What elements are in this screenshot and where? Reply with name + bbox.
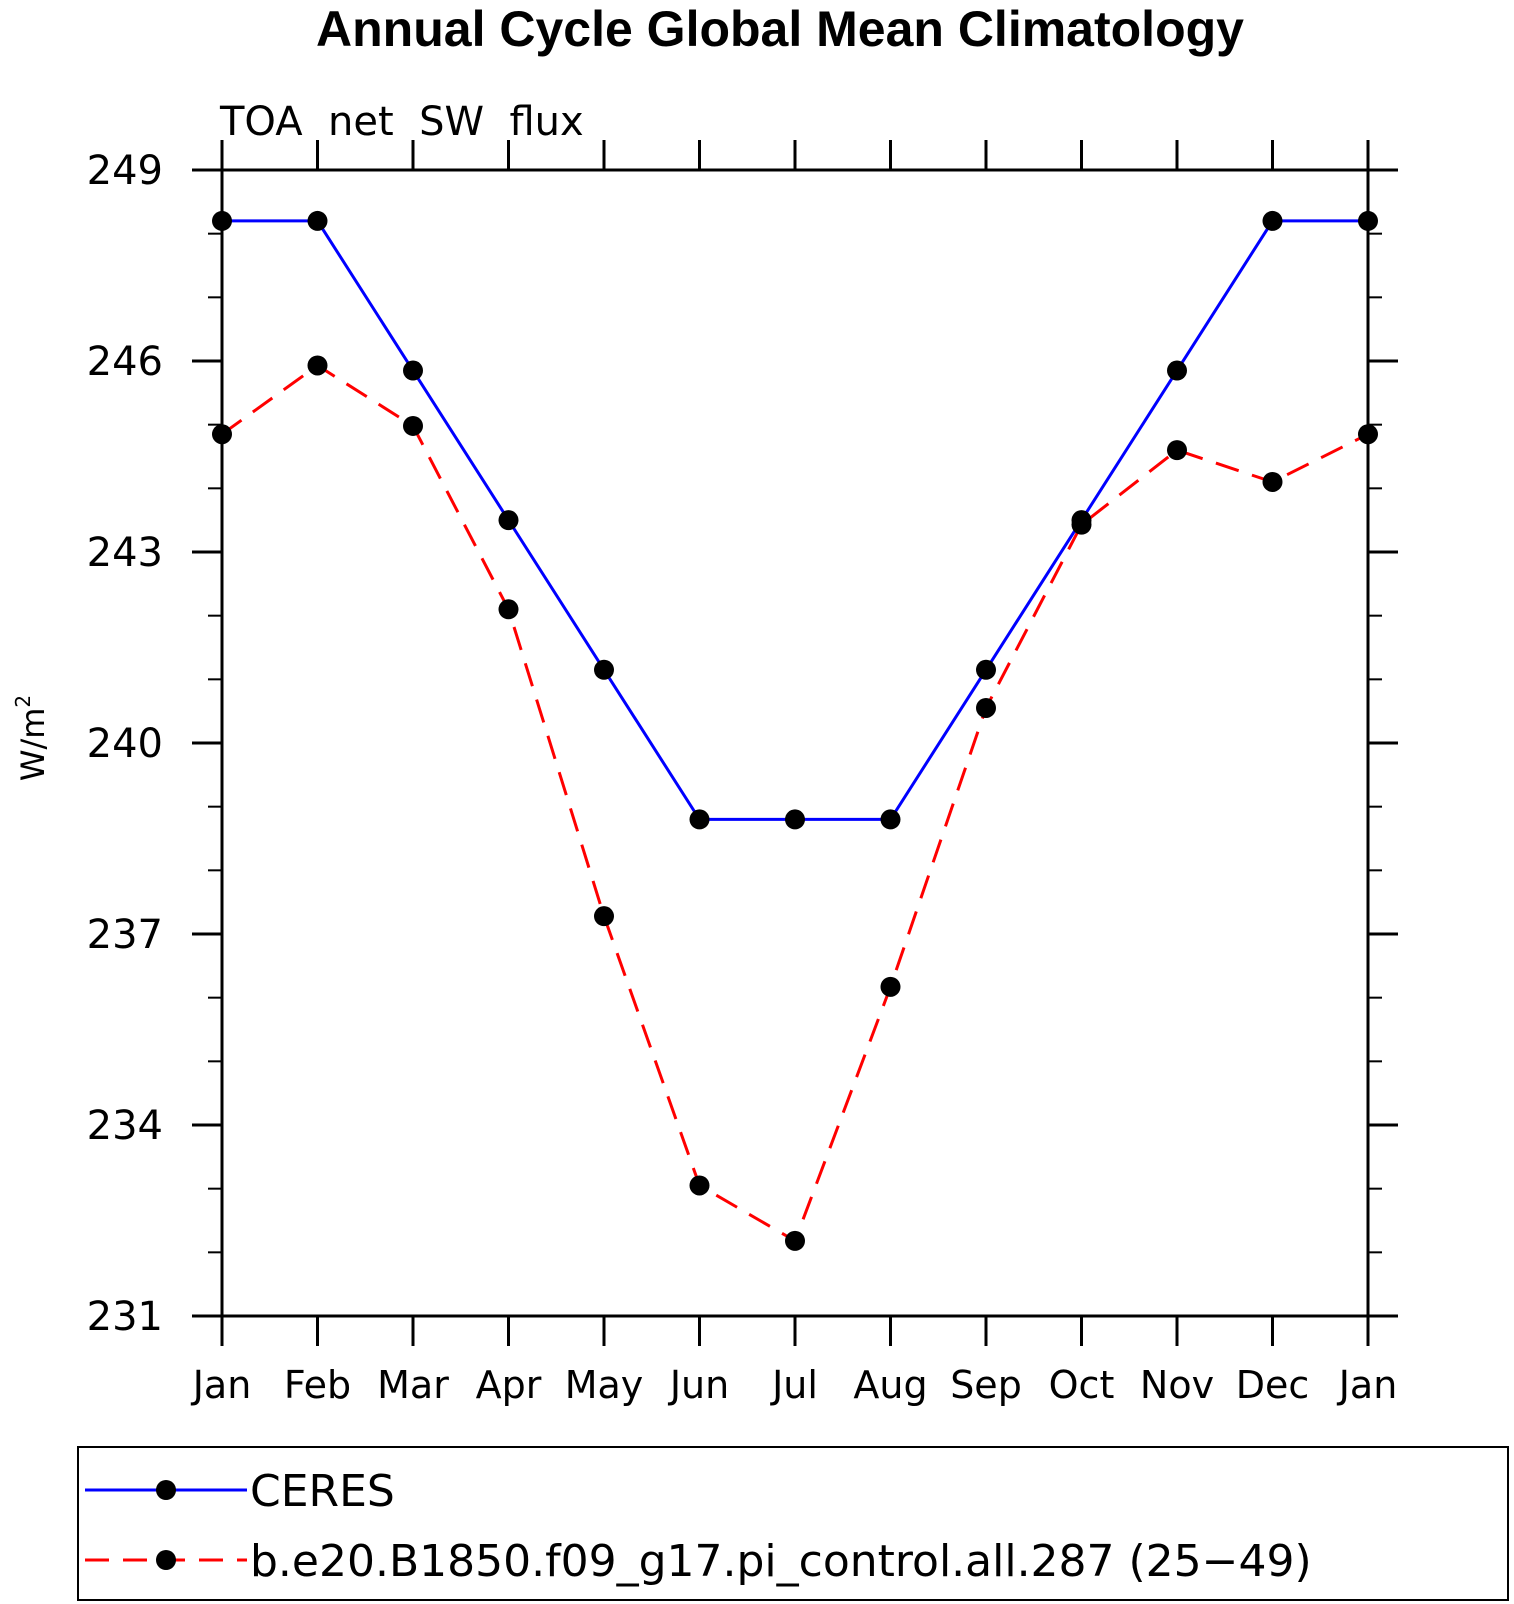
series-0-point [403,360,423,381]
y-tick-label: 237 [87,912,163,958]
series-1-point [785,1230,805,1251]
series-1-point [1167,440,1187,461]
x-tick-label: Mar [377,1363,449,1407]
y-tick-label: 246 [87,339,163,385]
series-0-point [498,510,519,531]
series-0-point [307,210,328,231]
series-1-point [880,976,901,997]
series-lines [221,219,1369,1244]
series-1-point [689,1175,710,1196]
x-tick-label: Sep [950,1363,1022,1407]
x-tick-label: Jan [1337,1363,1398,1407]
y-axis-label-text: W/m [14,708,52,782]
x-tick-label: Feb [284,1363,351,1407]
series-0-point [689,809,710,830]
legend-marker-ceres [156,1480,176,1500]
series-0-point [1358,210,1378,231]
y-axis-label-superscript: 2 [11,695,35,708]
series-0-point [212,210,232,231]
y-axis-label: W/m2 [11,695,52,781]
series-1-point [307,355,328,376]
series-0-point [594,659,614,680]
y-tick-label: 243 [87,530,163,576]
series-0-point [785,809,805,830]
legend-label-model: b.e20.B1850.f09_g17.pi_control.all.287 (… [250,1536,1312,1587]
y-tick-label: 231 [87,1294,163,1340]
series-points [212,210,1378,1251]
series-0-point [1167,360,1187,381]
x-tick-label: Apr [476,1363,542,1407]
svg-text:W/m2: W/m2 [11,695,52,781]
series-1-point [1358,424,1378,445]
y-tick-label: 240 [87,721,163,767]
legend: CERES b.e20.B1850.f09_g17.pi_control.all… [77,1446,1509,1601]
series-1-point [212,424,232,445]
x-tick-label: Aug [853,1363,927,1407]
x-tick-label: May [565,1363,644,1407]
legend-label-ceres: CERES [250,1466,395,1517]
series-1-point [498,599,519,620]
series-1-point [1071,514,1092,535]
x-tick-label: Dec [1236,1363,1310,1407]
x-tick-labels: Jan Feb Mar Apr May Jun Jul Aug Sep Oct Nov Dec Jan [191,1363,1398,1407]
series-0-point [1262,210,1283,231]
x-tick-label: Jul [770,1363,818,1407]
series-1-point [1262,471,1283,492]
series-0-point [880,809,901,830]
x-tick-label: Jan [191,1363,252,1407]
legend-box [77,1446,1509,1601]
series-line-1 [221,363,1369,1244]
x-tick-label: Nov [1140,1363,1214,1407]
y-tick-label: 249 [87,148,163,194]
x-tick-label: Jun [668,1363,729,1407]
series-1-point [594,906,614,927]
series-0-point [976,659,996,680]
y-tick-labels: 231 234 237 240 243 246 249 [87,148,163,1340]
y-tick-label: 234 [87,1103,163,1149]
x-tick-label: Oct [1049,1363,1115,1407]
series-line-0 [222,219,1368,821]
chart-subtitle: TOA net SW flux [219,99,584,145]
axis-ticks [192,140,1398,1346]
chart-title: Annual Cycle Global Mean Climatology [316,1,1244,57]
series-1-point [976,697,996,718]
series-1-point [403,415,423,436]
legend-marker-model [156,1550,176,1570]
